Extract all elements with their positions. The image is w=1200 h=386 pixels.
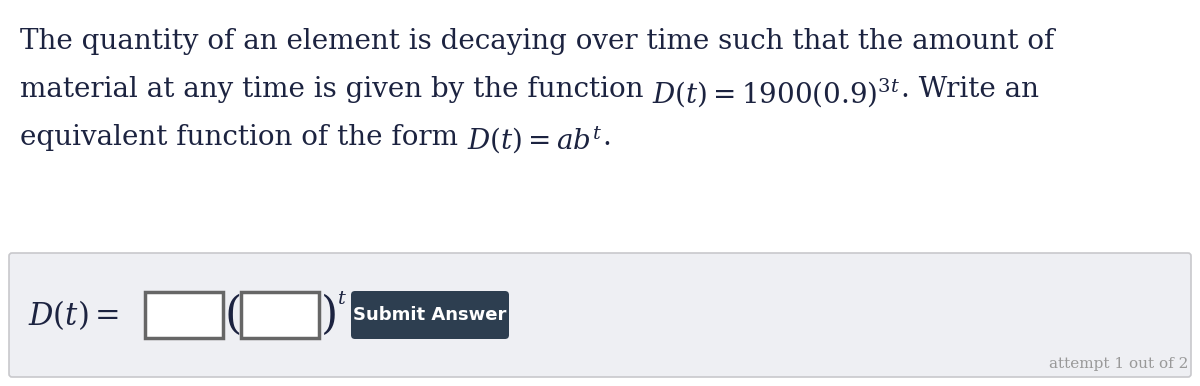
Text: material at any time is given by the function: material at any time is given by the fun… — [20, 76, 653, 103]
Text: attempt 1 out of 2: attempt 1 out of 2 — [1049, 357, 1188, 371]
Text: ): ) — [322, 293, 338, 337]
Text: $D(t) = ab^t$: $D(t) = ab^t$ — [467, 124, 602, 156]
FancyBboxPatch shape — [241, 292, 319, 338]
Text: $t$: $t$ — [337, 290, 347, 308]
FancyBboxPatch shape — [145, 292, 223, 338]
Text: .: . — [602, 124, 611, 151]
Text: $D(t) =$: $D(t) =$ — [28, 298, 119, 332]
Text: (: ( — [226, 293, 242, 337]
Text: The quantity of an element is decaying over time such that the amount of: The quantity of an element is decaying o… — [20, 28, 1055, 55]
FancyBboxPatch shape — [352, 291, 509, 339]
Text: $D(t) = 1900(0.9)^{3t}$: $D(t) = 1900(0.9)^{3t}$ — [653, 76, 900, 109]
FancyBboxPatch shape — [10, 253, 1190, 377]
Text: Submit Answer: Submit Answer — [353, 306, 506, 324]
Text: equivalent function of the form: equivalent function of the form — [20, 124, 467, 151]
Text: . Write an: . Write an — [900, 76, 1038, 103]
